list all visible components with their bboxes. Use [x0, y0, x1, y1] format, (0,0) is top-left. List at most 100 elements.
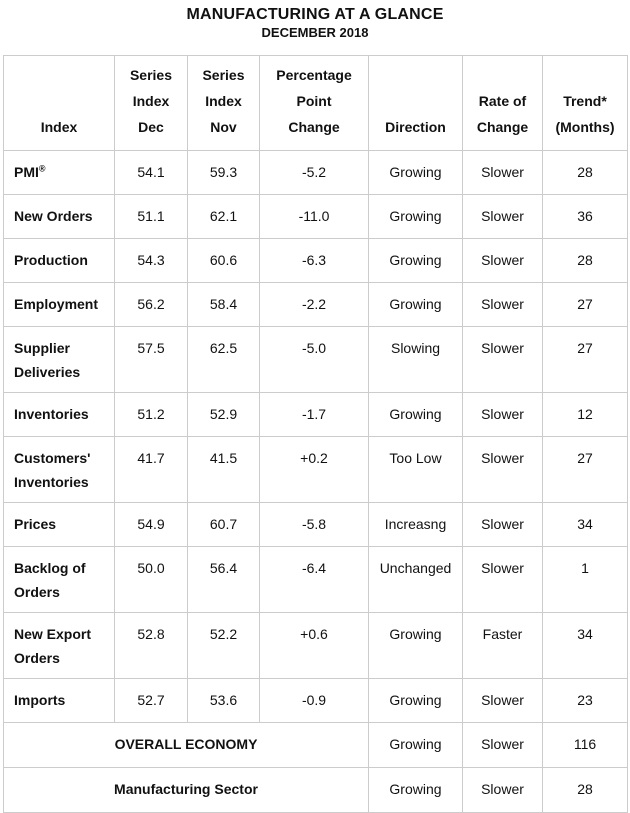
header-percentage-point-change: Percentage Point Change [259, 55, 369, 151]
cell-trend-months: 23 [542, 678, 628, 723]
cell-series-index-dec: 54.3 [114, 238, 188, 283]
summary-row-label: Manufacturing Sector [3, 767, 369, 813]
summary-row: Manufacturing Sector Growing Slower 28 [3, 767, 628, 813]
table-row: Imports 52.7 53.6 -0.9 Growing Slower 23 [3, 678, 628, 723]
cell-percentage-point-change: -6.3 [259, 238, 369, 283]
cell-series-index-nov: 52.9 [187, 392, 260, 437]
cell-percentage-point-change: +0.6 [259, 612, 369, 679]
cell-percentage-point-change: -5.8 [259, 502, 369, 547]
cell-trend-months: 34 [542, 502, 628, 547]
registered-mark: ® [38, 163, 46, 174]
cell-direction: Growing [368, 150, 463, 195]
cell-series-index-dec: 51.1 [114, 194, 188, 239]
cell-rate-of-change: Slower [462, 392, 543, 437]
cell-trend-months: 27 [542, 436, 628, 503]
cell-direction: Too Low [368, 436, 463, 503]
header-series-index-nov: Series Index Nov [187, 55, 260, 151]
cell-series-index-dec: 56.2 [114, 282, 188, 327]
cell-direction: Growing [368, 392, 463, 437]
cell-direction: Increasng [368, 502, 463, 547]
cell-series-index-dec: 41.7 [114, 436, 188, 503]
table-row: New Export Orders 52.8 52.2 +0.6 Growing Fast… [3, 612, 628, 679]
cell-trend-months: 36 [542, 194, 628, 239]
table-row: Backlog of Orders 50.0 56.4 -6.4 Unchanged Sl… [3, 546, 628, 613]
cell-trend-months: 12 [542, 392, 628, 437]
cell-direction: Unchanged [368, 546, 463, 613]
cell-trend-months: 27 [542, 326, 628, 393]
cell-percentage-point-change: -5.0 [259, 326, 369, 393]
cell-percentage-point-change: -2.2 [259, 282, 369, 327]
table-row: Prices 54.9 60.7 -5.8 Increasng Slower 34 [3, 502, 628, 547]
manufacturing-glance-table: Index Series Index Dec Series Index Nov … [3, 55, 628, 813]
cell-direction: Slowing [368, 326, 463, 393]
cell-percentage-point-change: -6.4 [259, 546, 369, 613]
cell-series-index-nov: 58.4 [187, 282, 260, 327]
table-header-row: Index Series Index Dec Series Index Nov … [3, 55, 628, 151]
row-label: Imports [3, 678, 115, 723]
cell-rate-of-change: Slower [462, 546, 543, 613]
row-label: Inventories [3, 392, 115, 437]
row-label: Production [3, 238, 115, 283]
page-title: MANUFACTURING AT A GLANCE [186, 6, 444, 23]
cell-series-index-dec: 50.0 [114, 546, 188, 613]
cell-trend-months: 28 [542, 150, 628, 195]
cell-rate-of-change: Slower [462, 678, 543, 723]
table-row: New Orders 51.1 62.1 -11.0 Growing Slower 36 [3, 194, 628, 239]
table-row: PMI® 54.1 59.3 -5.2 Growing Slower 28 [3, 150, 628, 195]
cell-rate-of-change: Slower [462, 722, 543, 768]
cell-direction: Growing [368, 612, 463, 679]
cell-trend-months: 28 [542, 238, 628, 283]
cell-percentage-point-change: -5.2 [259, 150, 369, 195]
row-label: Customers' Inventories [3, 436, 115, 503]
cell-trend-months: 34 [542, 612, 628, 679]
cell-series-index-dec: 54.9 [114, 502, 188, 547]
summary-row: OVERALL ECONOMY Growing Slower 116 [3, 722, 628, 768]
table-row: Production 54.3 60.6 -6.3 Growing Slower 28 [3, 238, 628, 283]
cell-direction: Growing [368, 282, 463, 327]
cell-trend-months: 28 [542, 767, 628, 813]
cell-percentage-point-change: -1.7 [259, 392, 369, 437]
row-label: PMI® [3, 150, 115, 195]
cell-series-index-nov: 60.6 [187, 238, 260, 283]
header-rate-of-change: Rate of Change [462, 55, 543, 151]
table-row: Employment 56.2 58.4 -2.2 Growing Slower 27 [3, 282, 628, 327]
cell-direction: Growing [368, 767, 463, 813]
row-label: Supplier Deliveries [3, 326, 115, 393]
cell-series-index-nov: 53.6 [187, 678, 260, 723]
table-row: Supplier Deliveries 57.5 62.5 -5.0 Slowing Sl… [3, 326, 628, 393]
row-label: Prices [3, 502, 115, 547]
row-label: New Export Orders [3, 612, 115, 679]
cell-series-index-dec: 54.1 [114, 150, 188, 195]
cell-rate-of-change: Slower [462, 326, 543, 393]
table-row: Customers' Inventories 41.7 41.5 +0.2 Too Lo… [3, 436, 628, 503]
cell-rate-of-change: Slower [462, 238, 543, 283]
cell-series-index-nov: 59.3 [187, 150, 260, 195]
cell-rate-of-change: Slower [462, 150, 543, 195]
cell-rate-of-change: Slower [462, 502, 543, 547]
cell-series-index-dec: 52.8 [114, 612, 188, 679]
cell-percentage-point-change: +0.2 [259, 436, 369, 503]
header-trend-months: Trend* (Months) [542, 55, 628, 151]
cell-percentage-point-change: -11.0 [259, 194, 369, 239]
header-series-index-dec: Series Index Dec [114, 55, 188, 151]
cell-trend-months: 116 [542, 722, 628, 768]
cell-rate-of-change: Faster [462, 612, 543, 679]
cell-trend-months: 1 [542, 546, 628, 613]
cell-direction: Growing [368, 678, 463, 723]
cell-direction: Growing [368, 194, 463, 239]
cell-series-index-dec: 57.5 [114, 326, 188, 393]
cell-series-index-nov: 62.5 [187, 326, 260, 393]
header-index: Index [3, 55, 115, 151]
cell-rate-of-change: Slower [462, 194, 543, 239]
cell-direction: Growing [368, 722, 463, 768]
row-label: Backlog of Orders [3, 546, 115, 613]
header-direction: Direction [368, 55, 463, 151]
cell-direction: Growing [368, 238, 463, 283]
row-label: New Orders [3, 194, 115, 239]
cell-series-index-nov: 62.1 [187, 194, 260, 239]
cell-percentage-point-change: -0.9 [259, 678, 369, 723]
cell-trend-months: 27 [542, 282, 628, 327]
cell-series-index-nov: 56.4 [187, 546, 260, 613]
cell-rate-of-change: Slower [462, 767, 543, 813]
